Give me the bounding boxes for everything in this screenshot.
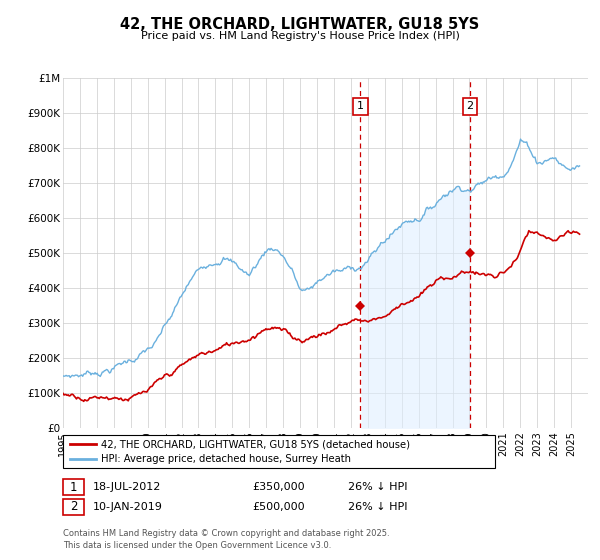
Text: £500,000: £500,000 bbox=[252, 502, 305, 512]
Text: Contains HM Land Registry data © Crown copyright and database right 2025.
This d: Contains HM Land Registry data © Crown c… bbox=[63, 529, 389, 550]
Text: 1: 1 bbox=[70, 480, 77, 494]
Text: HPI: Average price, detached house, Surrey Heath: HPI: Average price, detached house, Surr… bbox=[101, 455, 351, 464]
Text: 18-JUL-2012: 18-JUL-2012 bbox=[93, 482, 161, 492]
Text: 10-JAN-2019: 10-JAN-2019 bbox=[93, 502, 163, 512]
Text: 26% ↓ HPI: 26% ↓ HPI bbox=[348, 482, 407, 492]
Text: 1: 1 bbox=[357, 101, 364, 111]
Text: 2: 2 bbox=[70, 500, 77, 514]
Text: 2: 2 bbox=[466, 101, 473, 111]
Text: 42, THE ORCHARD, LIGHTWATER, GU18 5YS (detached house): 42, THE ORCHARD, LIGHTWATER, GU18 5YS (d… bbox=[101, 439, 410, 449]
Text: Price paid vs. HM Land Registry's House Price Index (HPI): Price paid vs. HM Land Registry's House … bbox=[140, 31, 460, 41]
Text: £350,000: £350,000 bbox=[252, 482, 305, 492]
Text: 26% ↓ HPI: 26% ↓ HPI bbox=[348, 502, 407, 512]
Text: 42, THE ORCHARD, LIGHTWATER, GU18 5YS: 42, THE ORCHARD, LIGHTWATER, GU18 5YS bbox=[121, 17, 479, 32]
